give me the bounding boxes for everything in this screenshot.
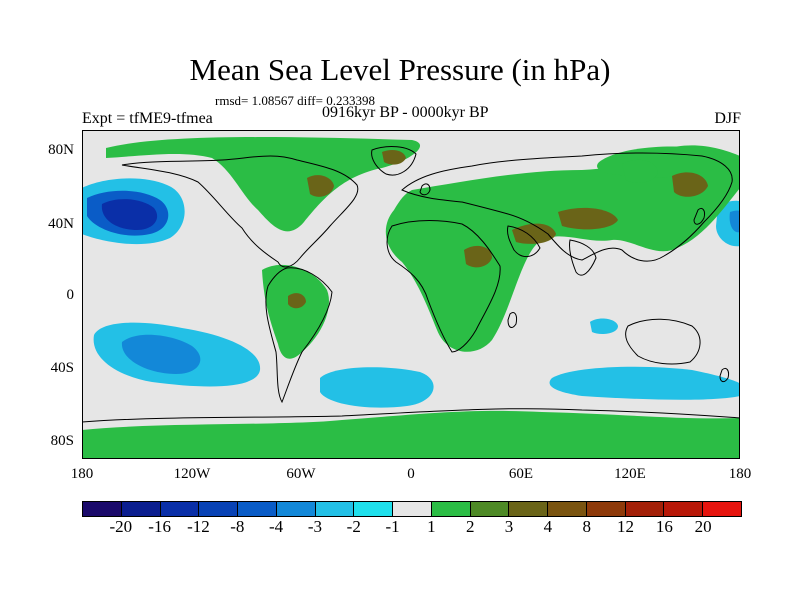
colorbar-label-13: 12	[617, 517, 635, 536]
very-strong-negative-core	[101, 199, 158, 230]
colorbar-swatch-8	[393, 501, 432, 517]
stats-label: rmsd= 1.08567 diff= 0.233398	[215, 93, 375, 108]
lat-label-80s: 80S	[50, 433, 74, 449]
map-frame	[82, 130, 740, 459]
negative-region-south-atlantic	[320, 367, 434, 408]
positive-region-antarctica	[82, 410, 740, 459]
colorbar-swatch-16	[703, 501, 743, 517]
colorbar-swatch-11	[509, 501, 549, 517]
colorbar-label-7: -1	[385, 517, 400, 536]
colorbar-label-15: 20	[694, 517, 712, 536]
colorbar-label-6: -2	[346, 517, 361, 536]
coast-madagascar	[507, 311, 517, 328]
lon-label-180e: 180	[728, 466, 752, 482]
map-title: Mean Sea Level Pressure (in hPa)	[189, 52, 611, 87]
lon-label-180w: 180	[70, 466, 94, 482]
colorbar-swatch-6	[315, 501, 355, 517]
negative-region-australia-west	[590, 318, 618, 334]
coast-australia	[625, 318, 701, 365]
colorbar-label-4: -4	[269, 517, 284, 536]
coast-eurasia	[401, 152, 733, 262]
positive-region-south-america	[262, 264, 330, 359]
strong-negative-pacific-east-edge	[729, 210, 740, 233]
strong-positive-siberia	[672, 172, 708, 197]
colorbar-swatch-13	[586, 501, 626, 517]
coast-south-america	[265, 267, 333, 404]
lat-label-0: 0	[66, 287, 75, 303]
negative-region-indian-ocean	[549, 366, 740, 400]
lon-label-60e: 60E	[508, 466, 534, 482]
strong-positive-hudson	[307, 175, 334, 197]
strong-positive-central-asia	[558, 207, 618, 230]
colorbar-label-0: -20	[109, 517, 133, 536]
colorbar-swatch-2	[160, 501, 200, 517]
strong-positive-sahara	[464, 245, 492, 268]
colorbar-swatch-7	[354, 501, 394, 517]
positive-region-north-america-atlantic	[106, 137, 421, 232]
lon-label-120e: 120E	[614, 466, 646, 482]
strong-negative-south-pacific	[121, 334, 201, 374]
season-label: DJF	[714, 110, 741, 127]
colorbar-swatch-10	[470, 501, 510, 517]
lat-label-40s: 40S	[50, 360, 74, 376]
colorbar-swatch-0	[82, 501, 122, 517]
colorbar-label-3: -8	[230, 517, 245, 536]
colorbar-swatch-3	[199, 501, 239, 517]
colorbar-swatch-15	[664, 501, 704, 517]
coast-antarctica	[82, 408, 740, 423]
lat-label-80n: 80N	[48, 142, 74, 158]
colorbar-label-9: 2	[465, 517, 475, 536]
colorbar-swatch-1	[121, 501, 161, 517]
coast-greenland	[371, 146, 417, 176]
pressure-map	[82, 130, 740, 459]
colorbar-swatch-5	[276, 501, 316, 517]
strong-positive-greenland	[382, 150, 406, 165]
coastlines	[82, 146, 740, 423]
positive-region-atlantic-patch	[622, 159, 658, 183]
coast-new-zealand	[719, 367, 729, 383]
colorbar-label-11: 4	[543, 517, 553, 536]
colorbar-label-8: 1	[427, 517, 436, 536]
coast-uk	[419, 183, 431, 196]
strong-positive-arabia	[512, 223, 556, 244]
colorbar-label-12: 8	[582, 517, 591, 536]
lat-label-40n: 40N	[48, 216, 74, 232]
colorbar-label-5: -3	[307, 517, 323, 536]
colorbar-label-14: 16	[655, 517, 673, 536]
colorbar-swatch-9	[431, 501, 471, 517]
coast-india	[569, 239, 597, 276]
strong-positive-amazon	[288, 293, 306, 309]
coast-arabia	[507, 225, 541, 257]
positive-region-africa-eurasia	[385, 145, 740, 352]
colorbar	[82, 501, 743, 517]
colorbar-label-1: -16	[148, 517, 171, 536]
coast-north-america	[121, 155, 359, 268]
colorbar-label-10: 3	[504, 517, 514, 536]
period-label: 0916kyr BP - 0000kyr BP	[322, 104, 489, 121]
map-canvas	[82, 130, 740, 459]
colorbar-swatch-4	[238, 501, 277, 517]
coast-africa	[386, 220, 501, 353]
lon-label-0: 0	[407, 466, 415, 482]
lon-label-120w: 120W	[173, 466, 211, 482]
coast-japan	[693, 207, 705, 225]
colorbar-swatch-14	[625, 501, 665, 517]
lon-label-60w: 60W	[286, 466, 316, 482]
experiment-label: Expt = tfME9-tfmea	[82, 110, 213, 127]
colorbar-label-2: -12	[187, 517, 210, 536]
colorbar-swatch-12	[548, 501, 587, 517]
